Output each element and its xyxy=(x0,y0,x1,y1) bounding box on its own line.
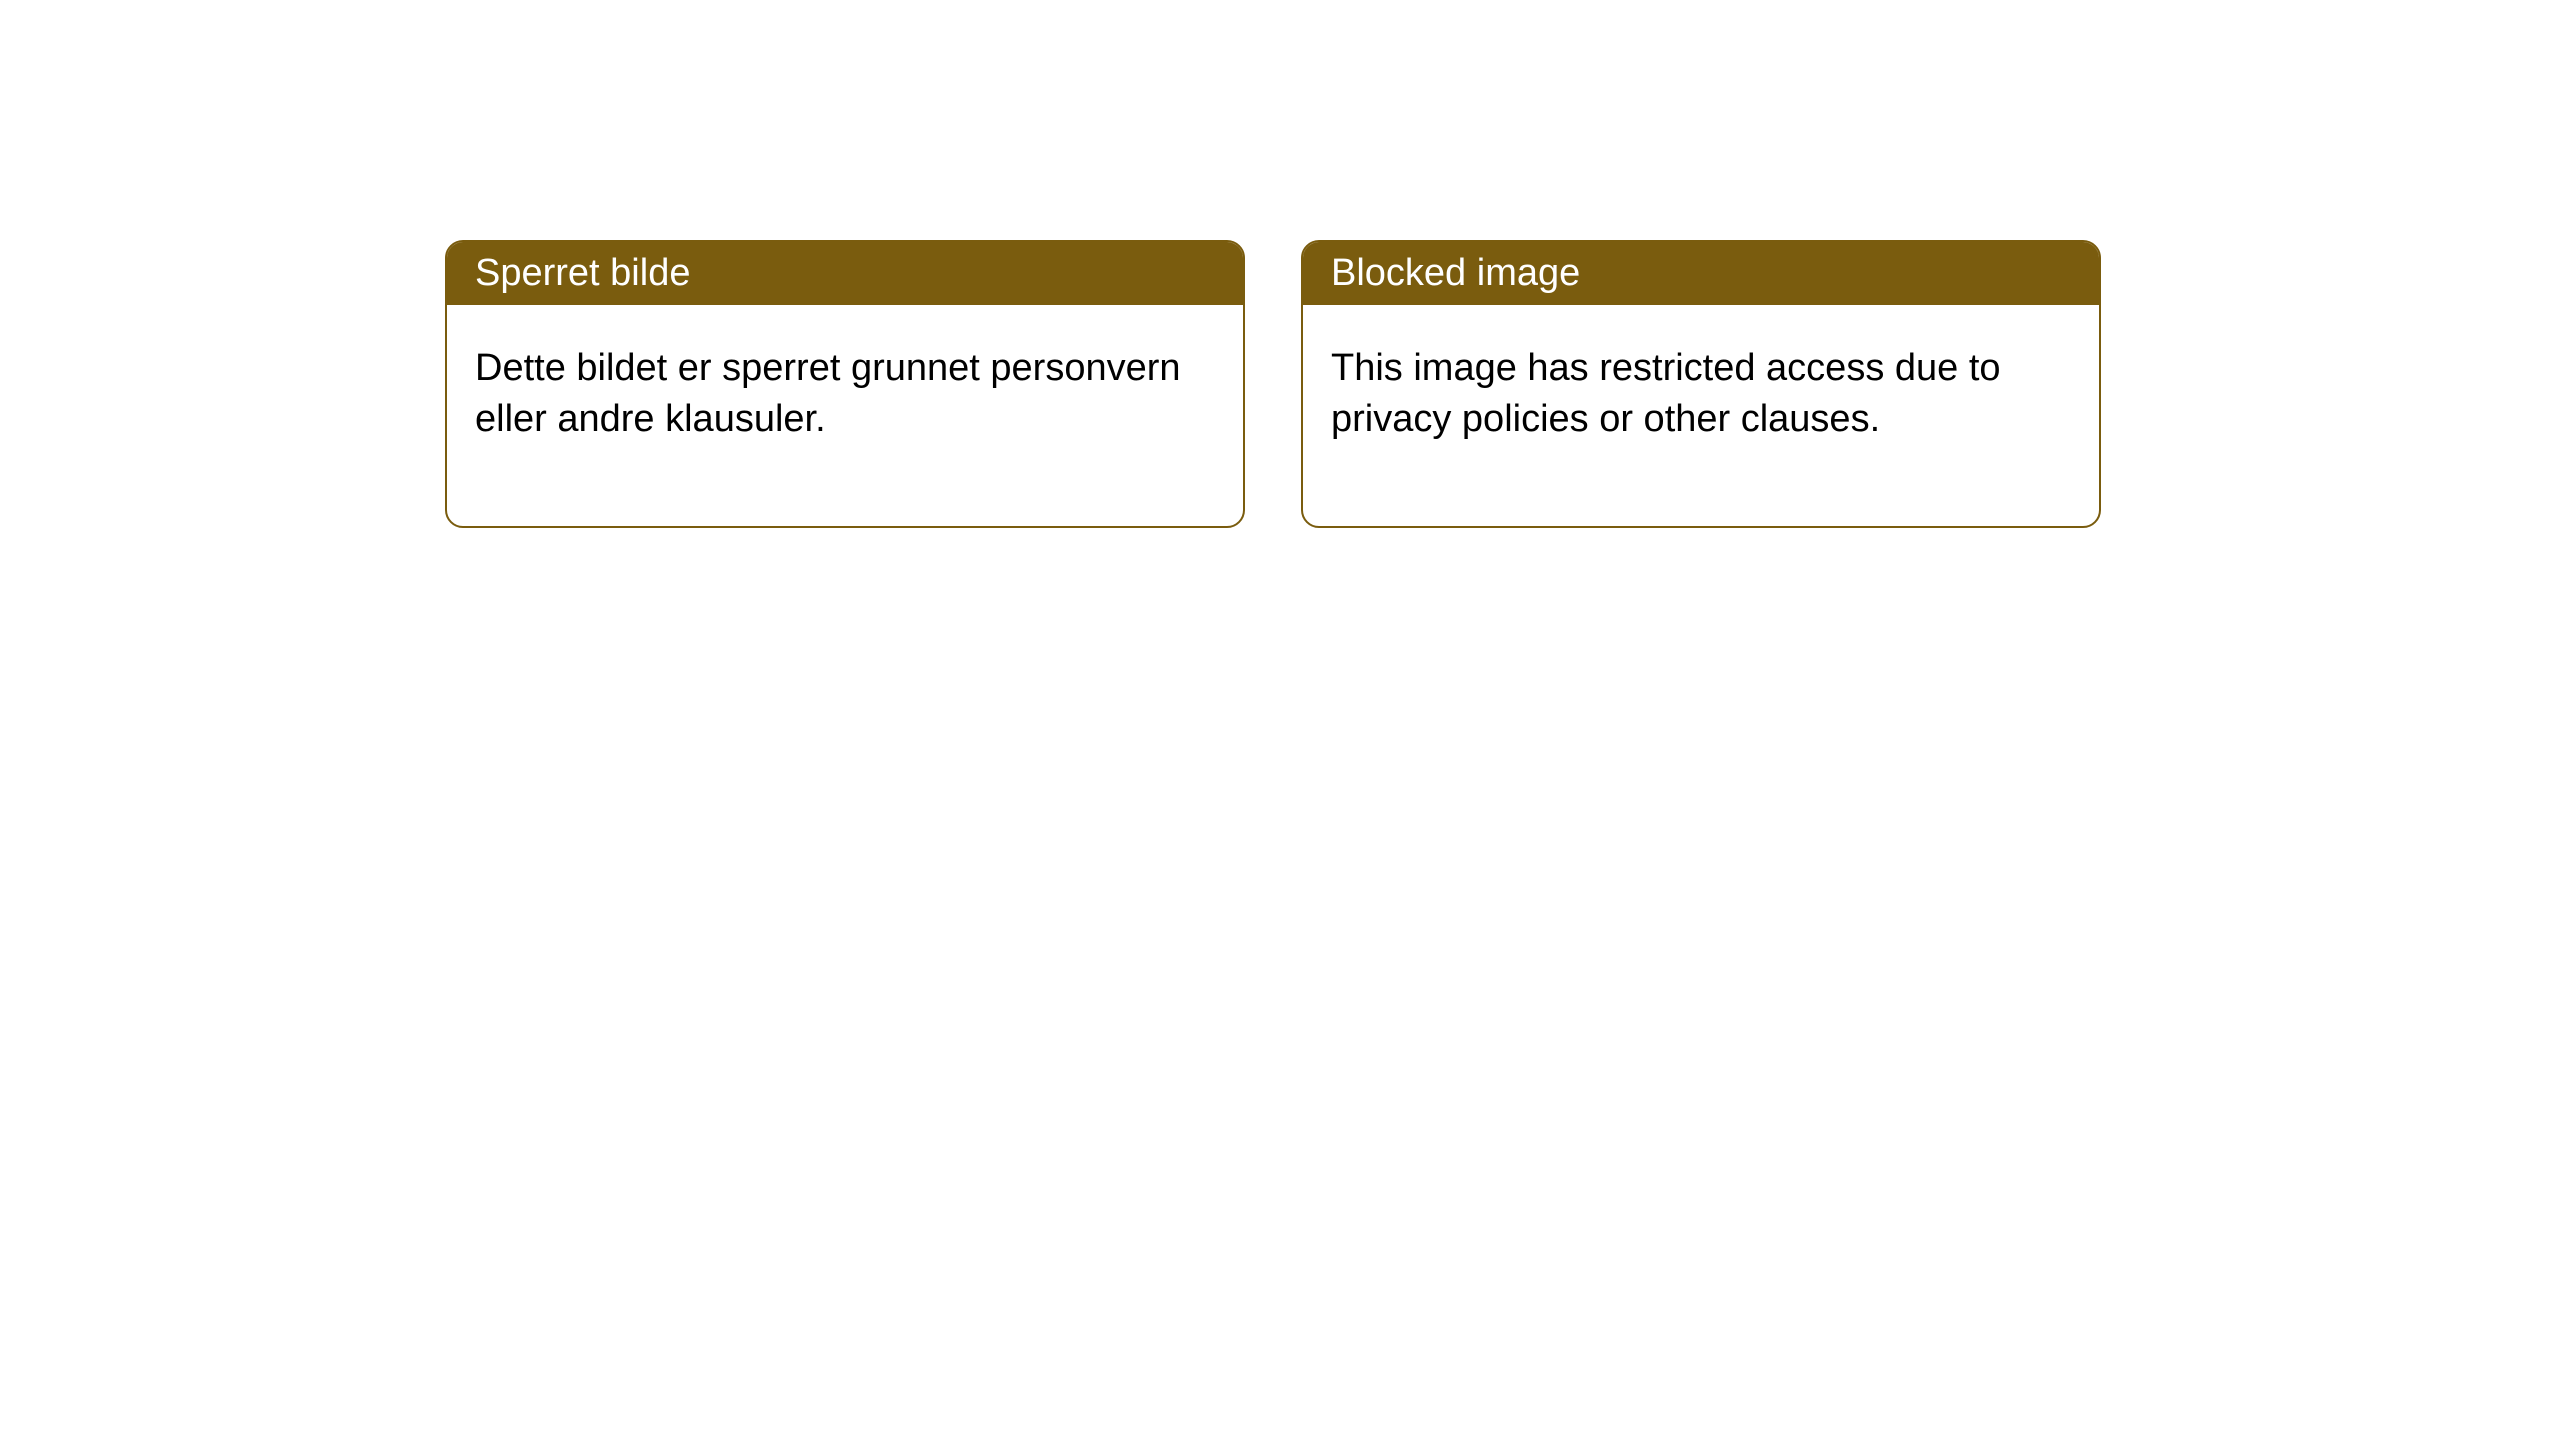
card-header: Blocked image xyxy=(1303,242,2099,305)
card-header: Sperret bilde xyxy=(447,242,1243,305)
cards-container: Sperret bilde Dette bildet er sperret gr… xyxy=(445,240,2101,528)
card-body: Dette bildet er sperret grunnet personve… xyxy=(447,305,1243,526)
card-title: Sperret bilde xyxy=(475,252,690,294)
card-body-text: This image has restricted access due to … xyxy=(1331,347,2001,440)
card-title: Blocked image xyxy=(1331,252,1580,294)
card-body: This image has restricted access due to … xyxy=(1303,305,2099,526)
card-body-text: Dette bildet er sperret grunnet personve… xyxy=(475,347,1181,440)
notice-card-english: Blocked image This image has restricted … xyxy=(1301,240,2101,528)
notice-card-norwegian: Sperret bilde Dette bildet er sperret gr… xyxy=(445,240,1245,528)
